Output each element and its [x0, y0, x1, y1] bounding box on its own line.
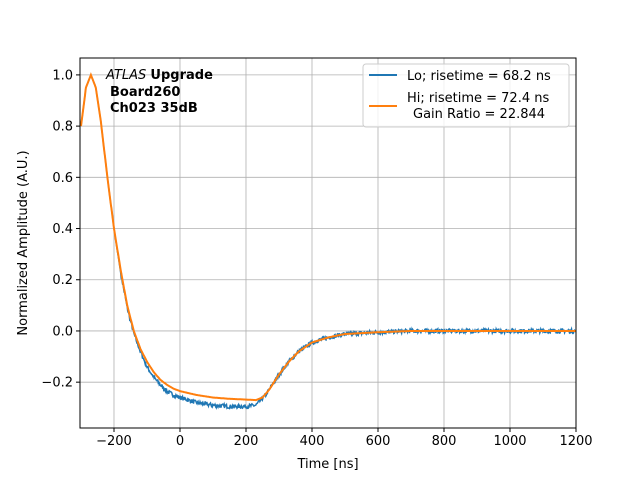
annotation-italic: ATLAS — [105, 68, 146, 83]
legend-label-hi: Hi; risetime = 72.4 ns — [407, 91, 549, 106]
series-line-hi — [80, 72, 576, 402]
annotation-board: Board260 — [110, 85, 180, 100]
legend: Lo; risetime = 68.2 ns Hi; risetime = 72… — [362, 63, 570, 128]
ticks: −200 0 200 400 600 800 1000 1200 −0.2 0.0 0.2 0.4 0.… — [41, 68, 592, 449]
annotation-channel: Ch023 35dB — [110, 101, 198, 116]
x-tick-label: 200 — [234, 434, 259, 449]
y-tick-label: 1.0 — [52, 68, 73, 83]
x-tick-label: 1000 — [493, 434, 526, 449]
x-tick-label: 800 — [432, 434, 457, 449]
annotation-bold: Upgrade — [150, 68, 213, 83]
x-tick-label: 600 — [366, 434, 391, 449]
atlas-annotation: ATLAS Upgrade Board260 Ch023 35dB — [105, 68, 213, 116]
y-tick-label: 0.2 — [52, 273, 73, 288]
y-tick-label: 0.8 — [52, 120, 73, 135]
x-tick-label: 400 — [300, 434, 325, 449]
y-tick-label: −0.2 — [41, 376, 73, 391]
legend-label-lo: Lo; risetime = 68.2 ns — [407, 69, 551, 84]
axes-frame — [79, 57, 577, 429]
legend-label-hi-gain: Gain Ratio = 22.844 — [413, 107, 545, 122]
y-tick-label: 0.6 — [52, 171, 73, 186]
x-tick-label: 1200 — [559, 434, 592, 449]
x-axis-label: Time [ns] — [296, 457, 358, 472]
y-tick-label: 0.0 — [52, 324, 73, 339]
svg-text:ATLAS Upgrade: ATLAS Upgrade — [105, 68, 213, 83]
x-tick-label: −200 — [96, 434, 132, 449]
x-tick-label: 0 — [176, 434, 184, 449]
y-tick-label: 0.4 — [52, 222, 73, 237]
series-lines — [80, 72, 576, 410]
y-axis-label: Normalized Amplitude (A.U.) — [16, 150, 31, 335]
